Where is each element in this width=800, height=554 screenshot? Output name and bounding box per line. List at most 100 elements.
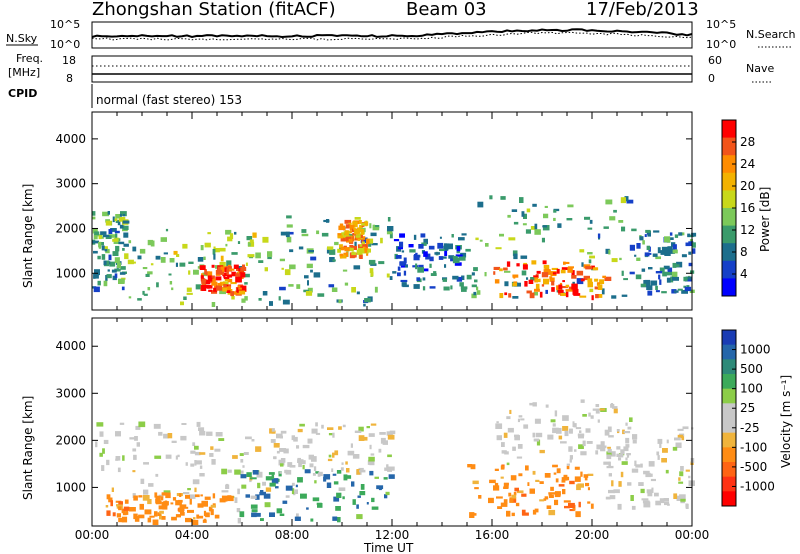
power-panel: 1000 2000 3000 4000 Slant Range [km] 28 24 20… (21, 111, 772, 311)
echo-cell-7 (561, 267, 569, 270)
echo-cell-3 (323, 219, 330, 223)
power-ytick-label: 2000 (55, 221, 86, 235)
echo-cell-5 (408, 244, 414, 248)
echo-cell-5 (439, 236, 442, 239)
echo-cell-5 (599, 445, 607, 449)
echo-cell-4 (580, 471, 583, 477)
echo-cell-5 (444, 264, 447, 268)
echo-cell-2 (219, 281, 226, 286)
echo-cell-3 (284, 469, 288, 474)
echo-cell-6 (659, 443, 662, 448)
echo-cell-2 (240, 266, 247, 271)
echo-cell-3 (306, 263, 313, 269)
echo-cell-2 (310, 518, 314, 522)
echo-cell-3 (279, 435, 283, 439)
echo-cell-2 (352, 499, 356, 505)
echo-cell-1 (168, 273, 172, 276)
echo-cell-5 (554, 410, 558, 417)
echo-cell-8 (655, 271, 663, 274)
echo-cell-2 (237, 488, 240, 495)
echo-cell-1 (258, 298, 262, 301)
echo-cell-6 (650, 478, 656, 482)
echo-cell-5 (595, 450, 599, 455)
echo-cell-8 (685, 279, 692, 282)
echo-cell-6 (661, 458, 667, 463)
echo-cell-3 (351, 287, 356, 293)
echo-cell-5 (447, 243, 453, 250)
echo-cell-0 (124, 253, 129, 260)
echo-cell-4 (345, 237, 349, 241)
echo-cell-0 (240, 459, 244, 463)
echo-cell-3 (369, 223, 372, 229)
echo-cell-3 (273, 443, 280, 448)
echo-cell-2 (359, 491, 366, 496)
echo-cell-5 (456, 249, 460, 254)
echo-cell-4 (566, 465, 570, 470)
echo-cell-2 (201, 278, 206, 285)
echo-cell-3 (389, 276, 393, 280)
echo-cell-6 (557, 223, 562, 228)
echo-cell-8 (685, 242, 690, 247)
nave-tick-top: 60 (708, 54, 722, 67)
echo-cell-4 (361, 229, 364, 235)
echo-cell-2 (207, 271, 213, 278)
velocity-colorbar-tick-label: 100 (740, 382, 763, 396)
echo-cell-7 (543, 269, 551, 275)
echo-cell-5 (623, 431, 631, 434)
echo-cell-4 (363, 243, 368, 250)
power-colorbar-tick-label: 4 (740, 267, 748, 281)
echo-cell-2 (216, 269, 223, 275)
echo-cell-5 (466, 274, 472, 280)
power-colorbar-tick-label: 16 (740, 201, 755, 215)
echo-cell-4 (521, 493, 527, 497)
echo-cell-6 (674, 437, 681, 441)
echo-cell-8 (672, 249, 678, 254)
echo-cell-8 (685, 276, 692, 280)
echo-cell-0 (100, 231, 107, 235)
echo-cell-0 (94, 231, 100, 236)
echo-cell-2 (360, 484, 365, 490)
echo-cell-3 (387, 454, 392, 458)
echo-cell-2 (291, 482, 295, 486)
echo-cell-2 (201, 279, 207, 282)
echo-cell-6 (541, 237, 545, 243)
echo-cell-4 (555, 478, 559, 483)
echo-cell-1 (145, 273, 150, 277)
echo-cell-4 (515, 502, 520, 507)
echo-cell-5 (448, 255, 455, 259)
echo-cell-0 (136, 442, 140, 447)
echo-cell-3 (286, 224, 293, 228)
echo-cell-5 (459, 256, 466, 261)
echo-cell-8 (687, 233, 691, 238)
sky-right-tick-bottom: 10^0 (706, 38, 736, 51)
echo-cell-5 (416, 277, 421, 281)
echo-cell-6 (648, 461, 655, 467)
echo-cell-7 (551, 287, 555, 292)
echo-cell-6 (525, 229, 531, 234)
echo-cell-7 (595, 294, 599, 299)
echo-cell-6 (621, 461, 628, 465)
echo-cell-5 (625, 444, 630, 448)
echo-cell-4 (574, 476, 581, 482)
echo-cell-4 (349, 252, 355, 259)
echo-cell-8 (688, 251, 692, 255)
echo-cell-2 (225, 266, 232, 272)
freq-panel-frame (91, 55, 693, 83)
echo-cell-2 (388, 474, 395, 479)
echo-cell-3 (308, 454, 314, 460)
echo-cell-0 (114, 257, 120, 264)
echo-cell-6 (567, 204, 574, 208)
echo-cell-2 (293, 491, 296, 496)
echo-cell-8 (663, 265, 670, 270)
echo-cell-4 (489, 479, 496, 484)
echo-cell-4 (341, 232, 345, 238)
echo-cell-8 (673, 264, 680, 268)
echo-cell-4 (354, 229, 359, 235)
echo-cell-6 (609, 495, 616, 500)
echo-cell-5 (442, 256, 447, 259)
echo-cell-1 (188, 270, 191, 275)
echo-cell-4 (360, 234, 363, 238)
echo-cell-3 (359, 469, 366, 473)
echo-cell-5 (443, 245, 449, 251)
echo-cell-2 (264, 502, 271, 508)
